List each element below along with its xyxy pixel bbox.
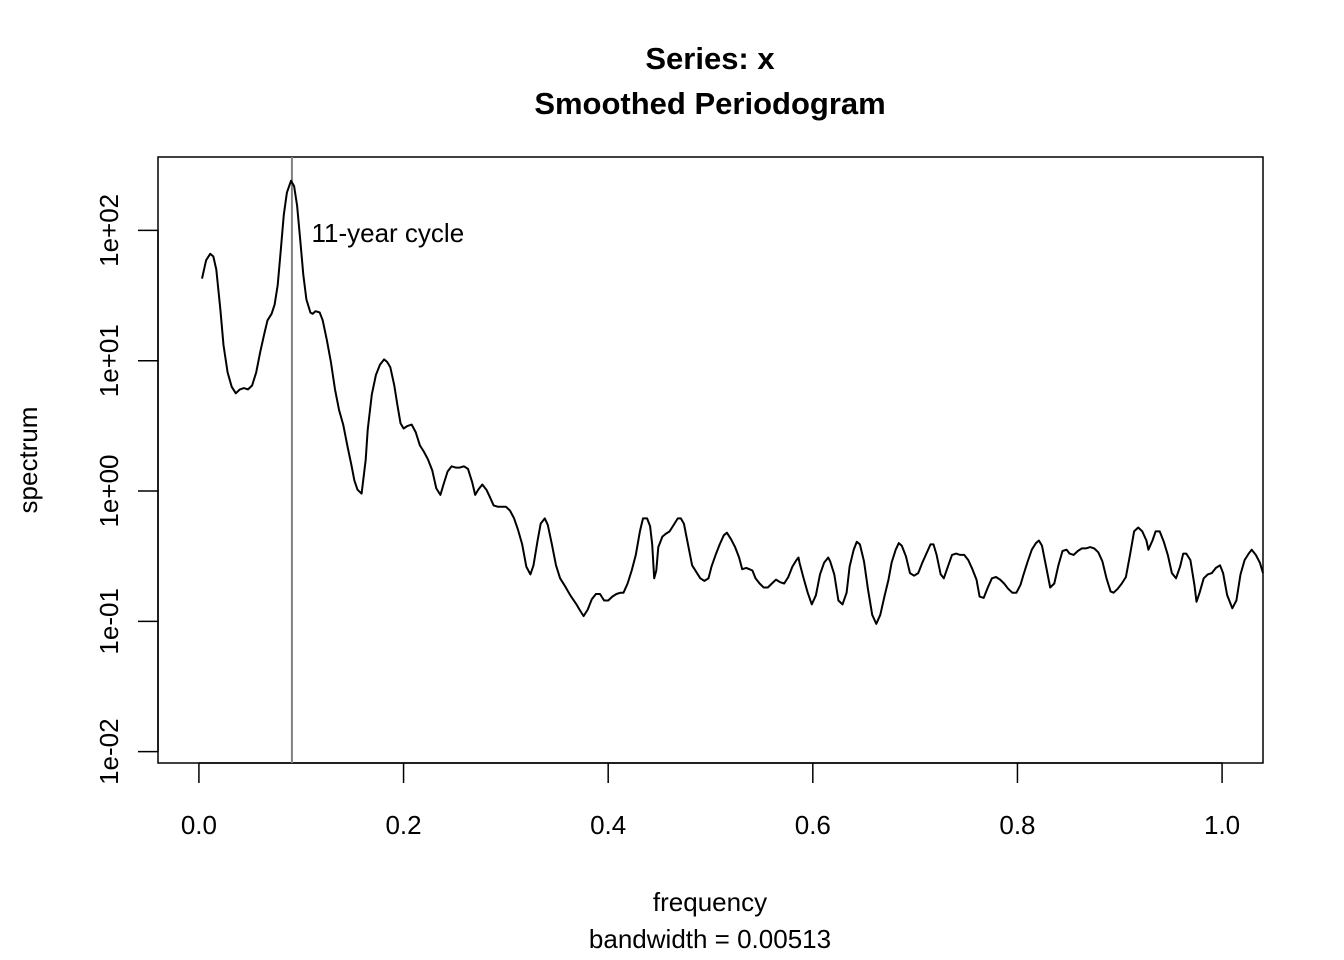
annotation-11-year-cycle: 11-year cycle xyxy=(311,218,464,248)
x-axis: 0.0 0.2 0.4 0.6 0.8 1.0 xyxy=(181,762,1240,840)
y-axis-label: spectrum xyxy=(13,407,43,514)
y-tick-label: 1e-02 xyxy=(94,718,124,785)
bandwidth-label: bandwidth = 0.00513 xyxy=(589,924,831,954)
x-tick-label: 0.8 xyxy=(999,810,1035,840)
y-tick-label: 1e+02 xyxy=(94,194,124,267)
spectrum-line xyxy=(201,179,1264,625)
x-tick-label: 0.2 xyxy=(385,810,421,840)
x-tick-label: 0.6 xyxy=(795,810,831,840)
chart-title: Series: x xyxy=(645,41,775,76)
y-tick-label: 1e+01 xyxy=(94,324,124,397)
y-tick-label: 1e-01 xyxy=(94,588,124,655)
y-tick-label: 1e+00 xyxy=(94,455,124,528)
x-tick-label: 0.4 xyxy=(590,810,626,840)
x-tick-label: 0.0 xyxy=(181,810,217,840)
y-axis: 1e-02 1e-01 1e+00 1e+01 1e+02 xyxy=(94,194,159,785)
x-tick-label: 1.0 xyxy=(1204,810,1240,840)
chart-subtitle: Smoothed Periodogram xyxy=(534,86,885,121)
x-axis-label: frequency xyxy=(653,887,767,917)
